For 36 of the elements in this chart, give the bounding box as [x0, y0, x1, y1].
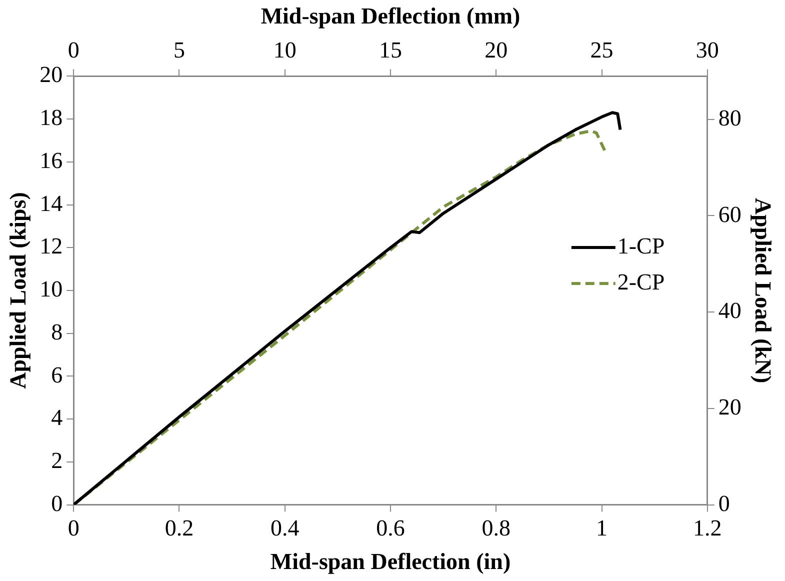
x2-tick-label: 5: [173, 37, 185, 62]
x2-axis-title: Mid-span Deflection (mm): [260, 4, 520, 29]
y-tick-label: 0: [51, 490, 63, 516]
x2-tick-label: 25: [590, 37, 614, 62]
legend-label: 1-CP: [617, 234, 665, 259]
y2-axis-title: Applied Load (kN): [750, 198, 776, 384]
y-tick-label: 12: [40, 234, 63, 259]
y-tick-label: 20: [40, 62, 63, 88]
y-tick-label: 10: [40, 276, 63, 302]
x2-tick-label: 30: [696, 37, 719, 62]
x2-tick-label: 15: [379, 37, 402, 62]
y-tick-label: 16: [40, 148, 63, 173]
x-tick-label: 0.4: [270, 516, 300, 541]
x-tick-label: 1: [596, 516, 608, 541]
x-tick-label: 0: [68, 516, 80, 541]
y-axis-title: Applied Load (kips): [6, 192, 31, 389]
x-axis-title: Mid-span Deflection (in): [270, 549, 511, 574]
y2-tick-label: 20: [718, 394, 742, 420]
y2-tick-label: 60: [718, 202, 742, 227]
y-tick-label: 2: [51, 448, 63, 473]
y-tick-label: 4: [51, 405, 64, 430]
y-tick-label: 8: [51, 319, 63, 344]
x2-tick-label: 20: [484, 37, 508, 62]
x-tick-label: 0.2: [164, 516, 194, 541]
y-tick-label: 6: [51, 362, 63, 388]
legend-label: 2-CP: [617, 270, 665, 295]
x2-tick-label: 10: [273, 37, 296, 62]
y2-tick-label: 0: [718, 490, 730, 516]
x2-tick-label: 0: [68, 37, 80, 62]
x-tick-label: 0.8: [482, 516, 511, 541]
y-tick-label: 14: [40, 190, 64, 216]
y2-tick-label: 40: [718, 298, 742, 324]
y2-tick-label: 80: [718, 105, 742, 130]
x-tick-label: 1.2: [693, 516, 722, 541]
y-tick-label: 18: [40, 105, 63, 130]
x-tick-label: 0.6: [376, 516, 405, 541]
